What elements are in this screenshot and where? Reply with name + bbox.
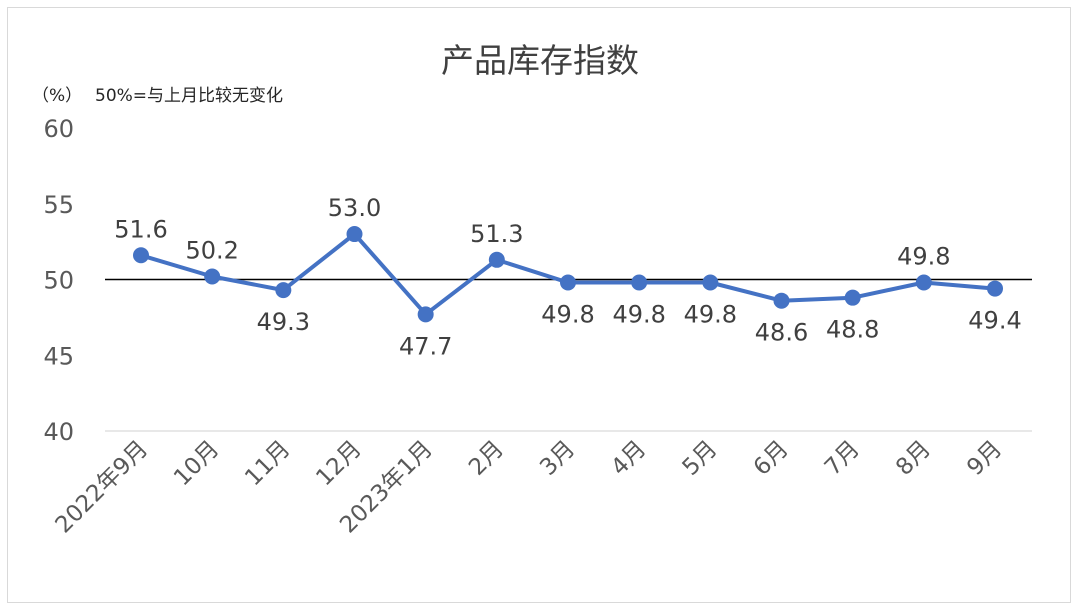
data-label: 51.6 xyxy=(114,215,167,243)
x-category-label: 12月 xyxy=(311,436,366,491)
x-category-label: 4月 xyxy=(606,436,651,481)
y-tick-label: 55 xyxy=(43,191,74,219)
x-category-label: 7月 xyxy=(820,436,865,481)
chart-title: 产品库存指数 xyxy=(441,41,639,80)
data-point xyxy=(631,274,648,291)
data-label: 47.7 xyxy=(399,332,452,360)
data-label: 49.8 xyxy=(897,243,950,271)
data-label: 50.2 xyxy=(185,236,238,264)
data-label: 49.8 xyxy=(684,301,737,329)
x-category-label: 2月 xyxy=(464,436,509,481)
x-category-label: 3月 xyxy=(535,436,580,481)
baseline-note: 50%=与上月比较无变化 xyxy=(95,86,283,106)
data-label: 53.0 xyxy=(328,194,381,222)
data-point xyxy=(417,306,434,323)
chart-frame xyxy=(7,7,1071,603)
data-point xyxy=(275,282,292,299)
y-tick-label: 50 xyxy=(43,267,74,295)
x-category-label: 8月 xyxy=(891,436,936,481)
data-label: 48.6 xyxy=(755,319,808,347)
x-category-label: 6月 xyxy=(749,436,794,481)
data-point xyxy=(488,251,505,268)
data-point xyxy=(915,274,932,291)
data-label: 51.3 xyxy=(470,220,523,248)
data-point xyxy=(702,274,719,291)
x-category-label: 2022年9月 xyxy=(51,436,154,539)
data-point xyxy=(133,247,149,264)
plot-area: 40 45 50 55 60 51.6 50.2 49.3 53.0 47.7 51.3 49.8 49… xyxy=(43,115,1032,539)
data-point xyxy=(204,268,221,285)
x-category-label: 10月 xyxy=(169,436,224,491)
y-unit-label: （%） xyxy=(32,86,82,106)
data-point xyxy=(346,226,363,243)
data-label: 49.8 xyxy=(541,301,594,329)
data-label: 49.3 xyxy=(257,308,310,336)
data-label: 49.4 xyxy=(968,307,1021,335)
data-point xyxy=(844,289,861,306)
data-label: 49.8 xyxy=(612,301,665,329)
x-category-label: 5月 xyxy=(678,436,723,481)
x-category-label: 11月 xyxy=(240,436,295,491)
y-tick-label: 60 xyxy=(43,115,74,143)
data-point xyxy=(773,292,790,309)
data-label: 48.8 xyxy=(826,316,879,344)
y-tick-label: 45 xyxy=(43,342,74,370)
x-category-label: 9月 xyxy=(962,436,1007,481)
data-point xyxy=(987,280,1003,297)
y-tick-label: 40 xyxy=(43,418,74,446)
data-point xyxy=(560,274,576,291)
